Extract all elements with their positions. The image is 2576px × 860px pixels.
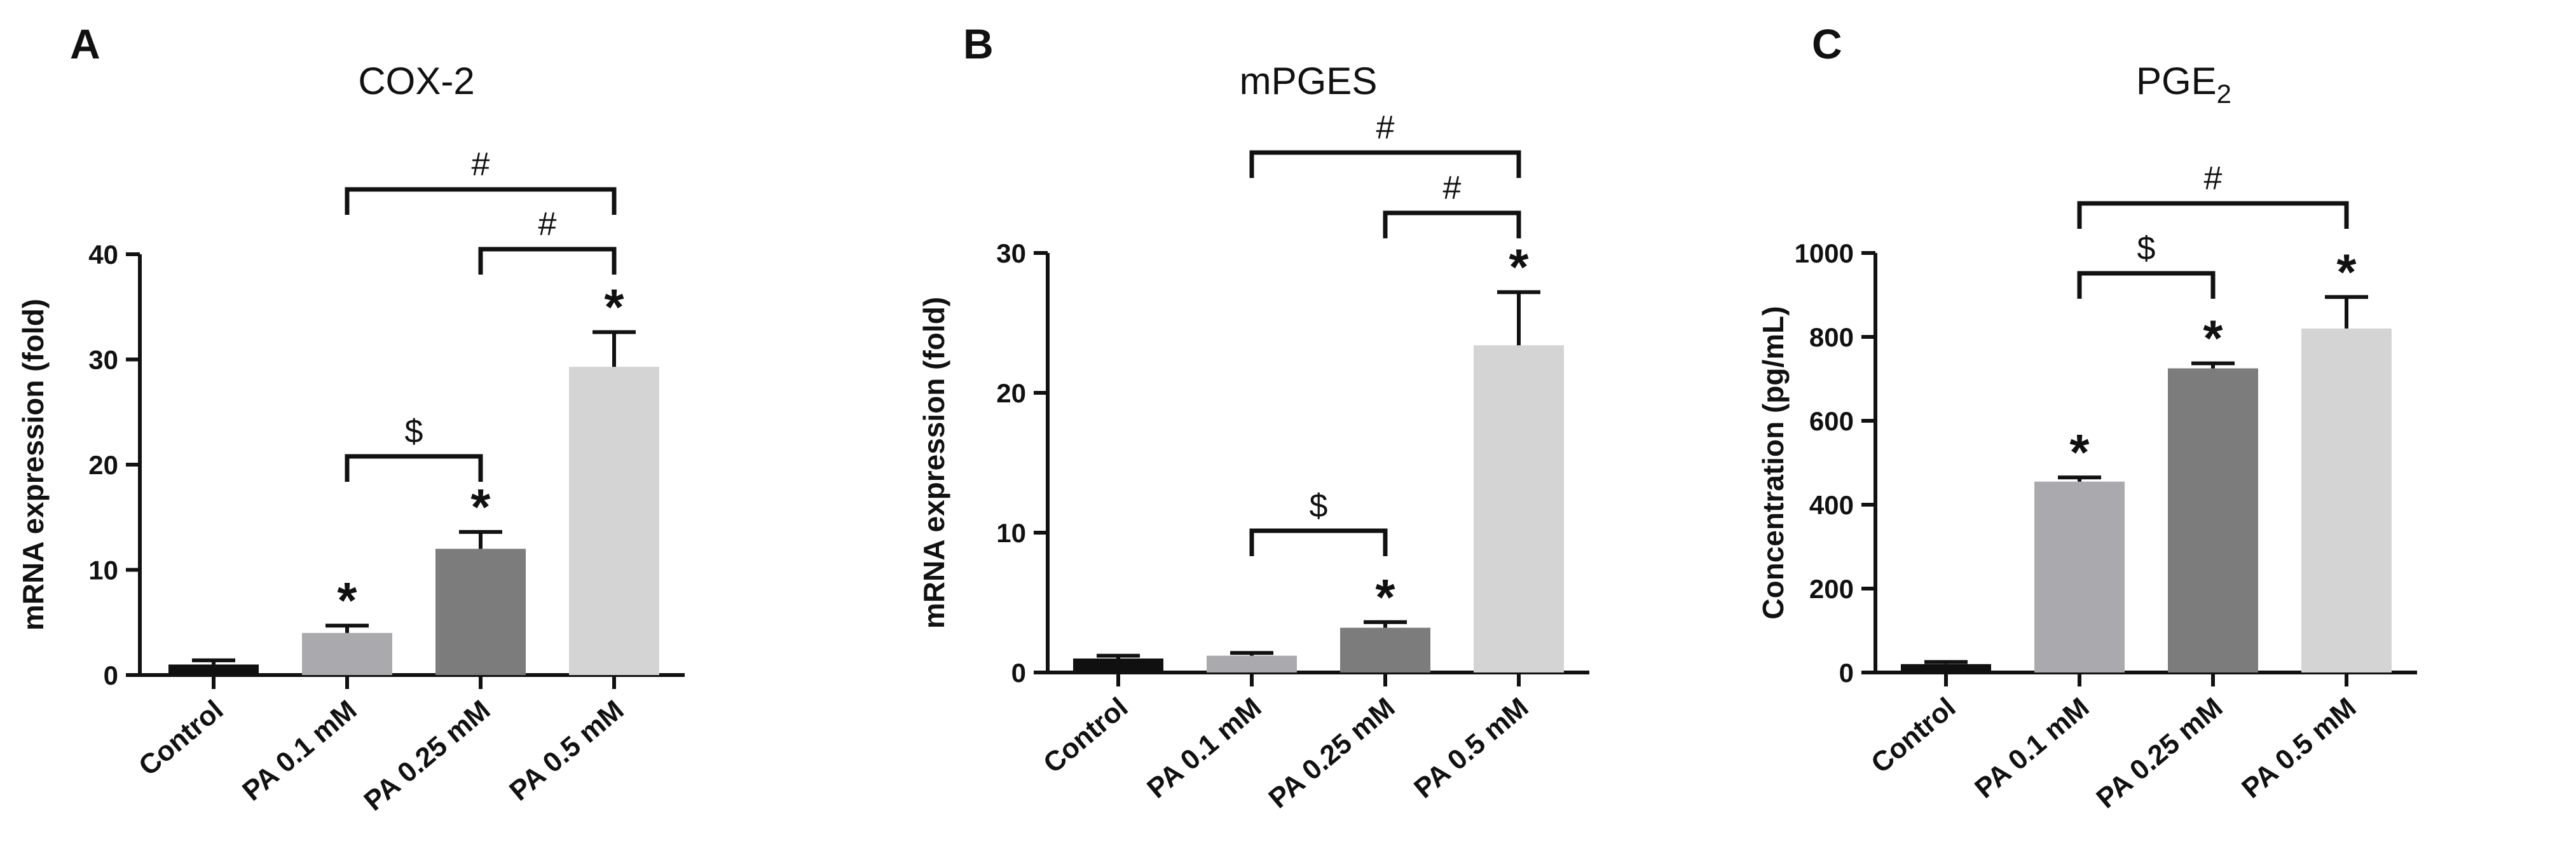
x-category-label: PA 0.1 mM (236, 694, 362, 807)
bar (1340, 627, 1430, 672)
chart-panel-c: C PGE2 Concentration (pg/mL) 0 200 400 600 800 1… (1757, 20, 2417, 814)
y-tick-label: 600 (1809, 406, 1854, 436)
y-axis-label: Concentration (pg/mL) (1757, 306, 1790, 619)
x-category-label: Control (1038, 692, 1134, 779)
bar (2301, 328, 2392, 672)
comparison-symbol: # (1376, 109, 1395, 146)
chart-title-subscript: 2 (2217, 79, 2231, 109)
chart-title-main: COX-2 (358, 60, 474, 102)
bar (2034, 481, 2125, 672)
x-category-label: PA 0.5 mM (2236, 692, 2362, 804)
x-category-label: Control (1865, 692, 1961, 779)
x-category-label: Control (133, 694, 229, 782)
y-tick-label: 20 (88, 450, 118, 480)
y-tick-label: 400 (1809, 490, 1854, 520)
bar (435, 549, 526, 675)
comparison-bracket (2077, 271, 2216, 299)
bar (2168, 368, 2258, 672)
y-axis-label: mRNA expression (fold) (17, 299, 50, 631)
bar (1073, 659, 1163, 672)
significance-star: * (2336, 243, 2357, 300)
bar (1901, 664, 1991, 672)
x-category-label: PA 0.5 mM (1408, 692, 1534, 804)
y-tick-label: 0 (104, 660, 118, 690)
significance-star: * (1509, 239, 1529, 296)
comparison-bracket (1249, 528, 1388, 556)
comparison-symbol: $ (2137, 230, 2156, 267)
y-tick-label: 10 (996, 518, 1026, 548)
bar (1207, 655, 1297, 672)
x-category-label: PA 0.25 mM (358, 694, 496, 817)
comparison-symbol: $ (405, 413, 423, 450)
comparison-bracket (1383, 210, 1521, 238)
comparison-symbol: # (472, 146, 490, 183)
comparison-symbol: # (1443, 170, 1462, 207)
y-tick-label: 1000 (1795, 238, 1854, 268)
y-tick-label: 200 (1809, 574, 1854, 604)
comparison-bracket (1249, 150, 1521, 178)
chart-title-main: mPGES (1240, 60, 1378, 102)
x-category-label: PA 0.5 mM (504, 694, 629, 807)
comparison-bracket (2077, 201, 2349, 229)
y-tick-label: 0 (1839, 658, 1854, 688)
comparison-symbol: # (2204, 160, 2223, 197)
comparison-bracket (345, 187, 617, 215)
bar (1474, 345, 1564, 672)
comparison-symbol: # (538, 206, 557, 243)
significance-star: * (2203, 310, 2223, 367)
y-tick-label: 10 (88, 556, 118, 585)
bar (302, 632, 392, 675)
x-category-label: PA 0.1 mM (1141, 692, 1267, 804)
chart-panel-a: A COX-2 mRNA expression (fold) 0 10 20 30 40 Con… (17, 20, 685, 817)
comparison-bracket (478, 247, 617, 275)
chart-title: mPGES (1240, 60, 1378, 102)
bar (168, 664, 259, 675)
y-tick-label: 20 (996, 378, 1026, 408)
chart-title: COX-2 (358, 60, 474, 102)
significance-star: * (1375, 569, 1395, 625)
significance-star: * (604, 278, 624, 335)
bar (569, 367, 659, 675)
y-tick-label: 40 (88, 240, 118, 270)
y-axis-label: mRNA expression (fold) (917, 297, 950, 629)
x-category-label: PA 0.25 mM (2090, 692, 2228, 814)
panel-letter: C (1812, 20, 1842, 67)
y-tick-label: 800 (1809, 322, 1854, 352)
significance-star: * (2069, 424, 2090, 481)
x-category-label: PA 0.25 mM (1263, 692, 1401, 814)
chart-title-main: PGE (2136, 60, 2217, 102)
significance-star: * (337, 572, 357, 629)
y-tick-label: 30 (996, 238, 1026, 268)
panel-letter: B (963, 20, 994, 67)
significance-star: * (470, 479, 491, 535)
y-tick-label: 30 (88, 345, 118, 375)
y-tick-label: 0 (1011, 658, 1026, 688)
comparison-symbol: $ (1310, 488, 1328, 524)
chart-title: PGE2 (2136, 60, 2231, 109)
comparison-bracket (345, 454, 483, 482)
x-category-label: PA 0.1 mM (1969, 692, 2095, 804)
panel-letter: A (70, 20, 100, 67)
